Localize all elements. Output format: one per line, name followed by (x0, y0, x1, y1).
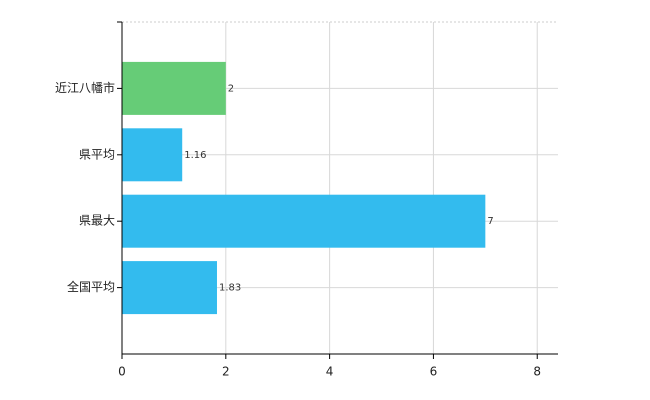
x-tick-label: 6 (430, 365, 438, 379)
value-label: 1.83 (219, 283, 241, 294)
value-label: 1.16 (184, 150, 206, 161)
y-tick-label: 県最大 (79, 214, 115, 228)
bar (122, 128, 183, 182)
y-tick-label: 全国平均 (67, 279, 115, 294)
x-tick-label: 0 (118, 365, 126, 379)
y-tick-label: 近江八幡市 (55, 80, 115, 95)
value-label: 7 (487, 216, 493, 227)
value-label: 2 (228, 83, 234, 94)
x-tick-label: 8 (533, 365, 541, 379)
x-tick-label: 4 (326, 365, 334, 379)
y-tick-label: 県平均 (79, 147, 115, 161)
bar (122, 261, 217, 315)
x-tick-label: 2 (222, 365, 230, 379)
bar (122, 61, 226, 115)
bar (122, 194, 486, 248)
